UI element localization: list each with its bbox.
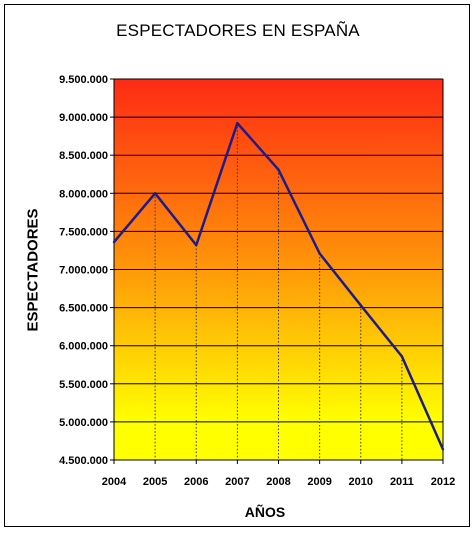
y-tick-label: 7.000.000	[59, 265, 108, 277]
x-tick-label: 2006	[184, 476, 208, 488]
drop-lines	[113, 123, 444, 464]
x-tick-label: 2005	[143, 476, 167, 488]
data-point	[153, 192, 157, 195]
y-tick-label: 4.500.000	[59, 455, 108, 467]
y-tick-label: 5.000.000	[59, 417, 108, 429]
series-group	[112, 121, 445, 451]
chart-title: ESPECTADORES EN ESPAÑA	[116, 21, 360, 40]
x-tick-label: 2011	[390, 476, 414, 488]
data-point	[441, 448, 445, 451]
y-tick-labels: 4.500.000 5.000.000 5.500.000 6.000.000 6.50…	[59, 74, 108, 467]
y-tick-label: 6.500.000	[59, 303, 108, 315]
x-tick-label: 2004	[102, 476, 127, 488]
data-point	[236, 121, 239, 125]
data-point	[195, 243, 198, 247]
data-point	[318, 252, 321, 255]
y-tick-label: 9.500.000	[59, 74, 108, 86]
y-tick-label: 5.500.000	[59, 379, 108, 391]
data-point	[400, 355, 404, 358]
y-tick-label: 9.000.000	[59, 112, 108, 124]
x-tick-labels: 2004 2005 2006 2007 2008 2009 2010 2011 2012	[102, 476, 455, 488]
x-tick-label: 2008	[266, 476, 290, 488]
y-tick-label: 6.000.000	[59, 341, 108, 353]
data-point	[277, 168, 280, 171]
x-tick-label: 2009	[307, 476, 331, 488]
y-tick-label: 8.000.000	[59, 188, 108, 200]
x-tick-label: 2007	[225, 476, 249, 488]
y-tick-label: 8.500.000	[59, 150, 108, 162]
x-tick-label: 2012	[431, 476, 455, 488]
x-axis-label: AÑOS	[244, 504, 286, 520]
y-tick-label: 7.500.000	[59, 226, 108, 238]
data-point	[359, 304, 362, 307]
x-tick-label: 2010	[349, 476, 373, 488]
data-point	[112, 240, 116, 244]
